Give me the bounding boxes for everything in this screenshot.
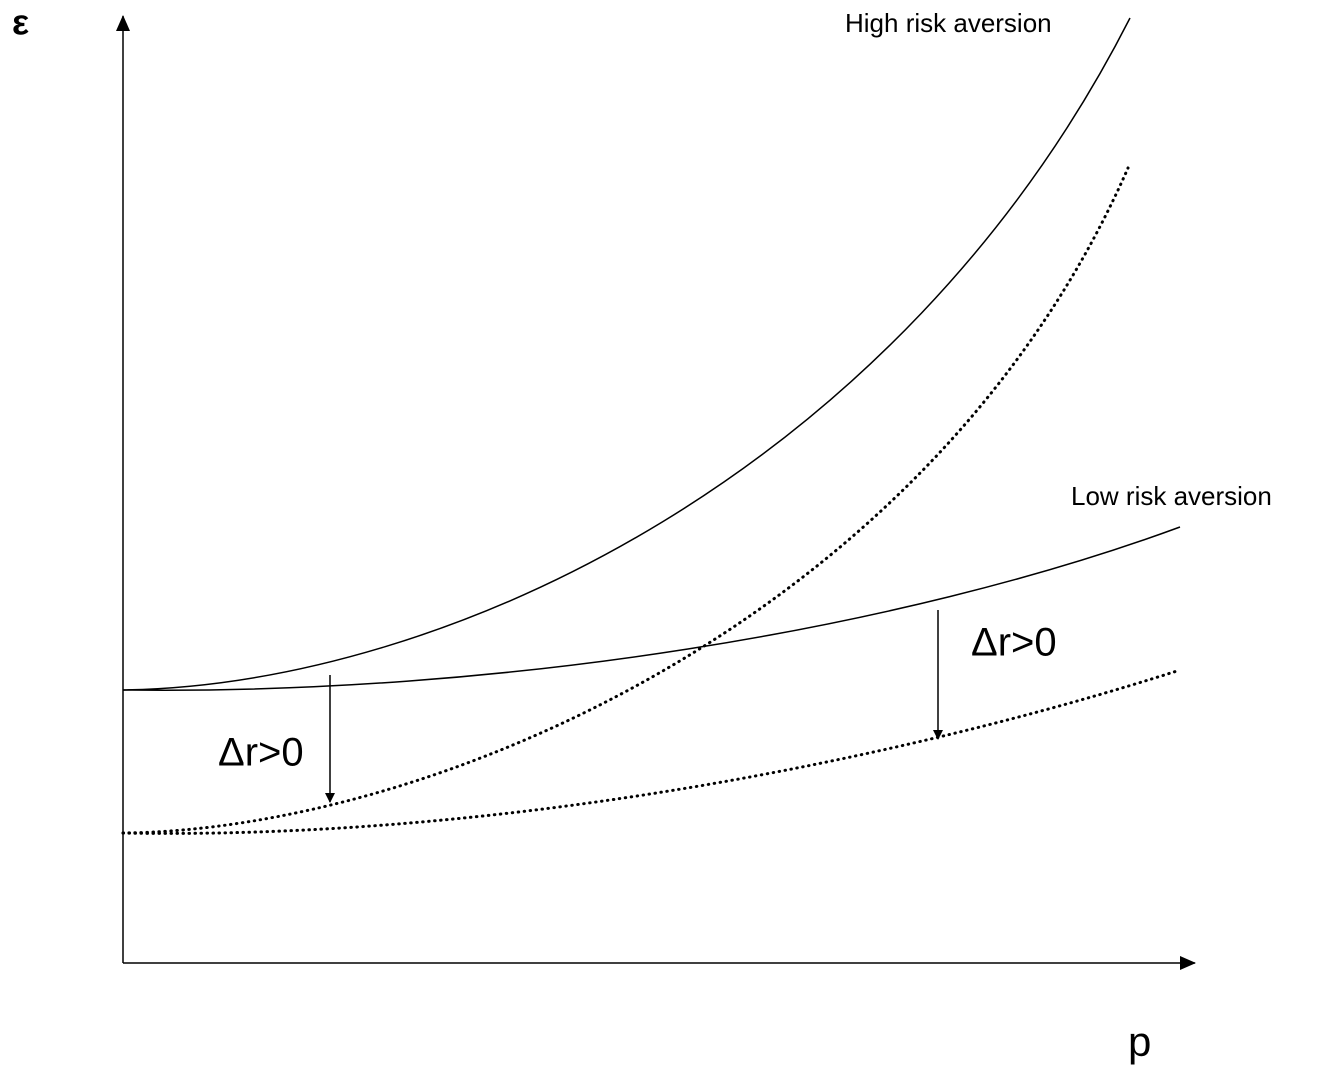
- annotation: Δr>0: [971, 621, 1057, 665]
- y-axis-label: ε: [12, 2, 29, 43]
- high-curve: [122, 17, 1131, 691]
- curve-label: High risk aversion: [845, 8, 1052, 38]
- x-axis-label: p: [1128, 1018, 1151, 1065]
- high-curve-shifted: [121, 166, 1130, 835]
- low-curve: [122, 526, 1181, 692]
- curve-label: Low risk aversion: [1071, 481, 1272, 511]
- low-curve-shifted: [121, 668, 1182, 835]
- annotation: Δr>0: [218, 731, 304, 775]
